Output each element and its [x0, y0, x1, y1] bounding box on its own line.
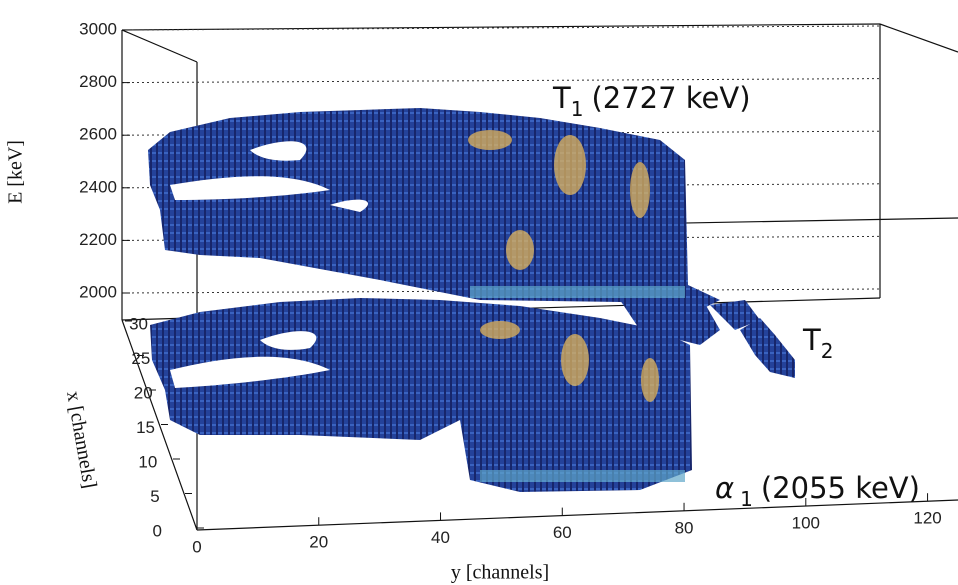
y-tick-label: 120 [913, 509, 941, 528]
x-tick-label: 30 [129, 314, 148, 333]
z-tick-label: 2000 [79, 282, 117, 301]
z-tick-label: 2400 [79, 177, 117, 196]
annotation-sub: 1 [571, 97, 584, 121]
x-tick-label: 20 [134, 383, 153, 402]
z-axis-title: E [keV] [5, 140, 27, 204]
y-tick-label: 0 [192, 537, 201, 556]
histogram-blobs [148, 108, 795, 492]
grid-line [121, 288, 881, 294]
annotation-sub: 2 [821, 339, 834, 363]
x-tick-label: 25 [131, 349, 150, 368]
annotation-text: (2055 keV) [761, 471, 920, 505]
z-tick-label: 3000 [79, 19, 117, 38]
annotation-main: T [552, 81, 571, 115]
axis-ticks: 2000 2200 2400 2600 2800 3000 0 5 10 15 20 25 30 0 20 4… [79, 19, 942, 556]
annotation-main: α [715, 471, 734, 505]
annotation-text: (2727 keV) [591, 81, 750, 115]
annotation-sub: 1 [740, 487, 753, 511]
grid-line [121, 25, 881, 31]
y-axis-title: y [channels] [451, 562, 549, 584]
x-tick-label: 15 [136, 418, 155, 437]
z-tick-label: 2600 [79, 125, 117, 144]
z-tick-label: 2200 [79, 230, 117, 249]
annotation-main: T [802, 323, 821, 357]
y-tick-label: 40 [431, 528, 450, 547]
annotation: T2 [802, 323, 833, 363]
grid-line [121, 78, 881, 84]
z-tick-label: 2800 [79, 72, 117, 91]
y-tick-label: 80 [675, 518, 694, 537]
annotation: T1 (2727 keV) [552, 81, 751, 121]
x-axis-title: x [channels] [62, 389, 101, 490]
x-tick-label: 10 [138, 452, 157, 471]
x-tick-label: 0 [153, 521, 162, 540]
y-tick-label: 60 [553, 523, 572, 542]
x-tick-label: 5 [150, 487, 159, 506]
y-tick-label: 20 [309, 533, 328, 552]
annotation: α 1 (2055 keV) [715, 471, 920, 511]
y-tick-label: 100 [792, 513, 820, 532]
